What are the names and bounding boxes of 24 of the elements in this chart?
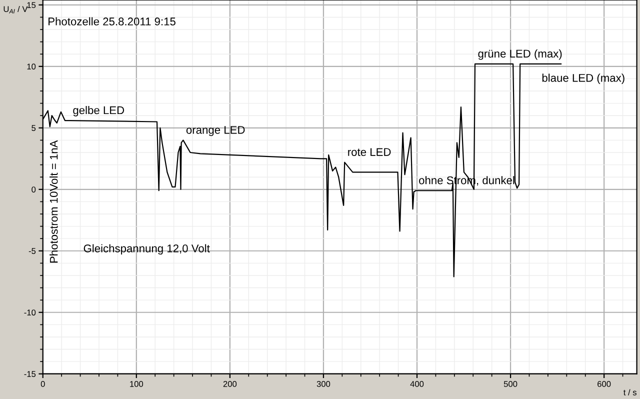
- y-tick-label: -10: [24, 310, 36, 316]
- x-tick-label: 300: [316, 381, 330, 387]
- y-tick-label: -15: [24, 371, 36, 377]
- y-tick-label: 10: [27, 64, 36, 70]
- annotation: grüne LED (max): [478, 49, 562, 60]
- y-tick-label: 15: [27, 2, 36, 8]
- x-tick-label: 0: [40, 381, 45, 387]
- annotation: rote LED: [348, 148, 391, 156]
- x-tick-label: 100: [130, 381, 144, 387]
- annotation: Photostrom 10Volt = 1nA: [50, 140, 58, 263]
- x-tick-label: 400: [410, 381, 424, 387]
- y-tick-label: 0: [32, 186, 36, 192]
- annotation: gelbe LED: [73, 106, 124, 116]
- x-axis-title: t / s: [624, 389, 636, 396]
- annotation: orange LED: [186, 126, 245, 136]
- y-tick-label: -5: [28, 248, 36, 254]
- x-tick-label: 600: [598, 381, 611, 387]
- text: Photozelle 25.8.2011 9:15: [48, 17, 176, 26]
- y-axis-title: U$_{AI}$ / V: [4, 6, 28, 14]
- x-tick-label: 200: [223, 381, 237, 387]
- annotation: blaue LED (max): [542, 74, 624, 84]
- annotation: Gleichspannung 12,0 Volt: [84, 244, 210, 255]
- y-tick-label: 5: [32, 125, 36, 131]
- x-tick-label: 500: [504, 381, 518, 387]
